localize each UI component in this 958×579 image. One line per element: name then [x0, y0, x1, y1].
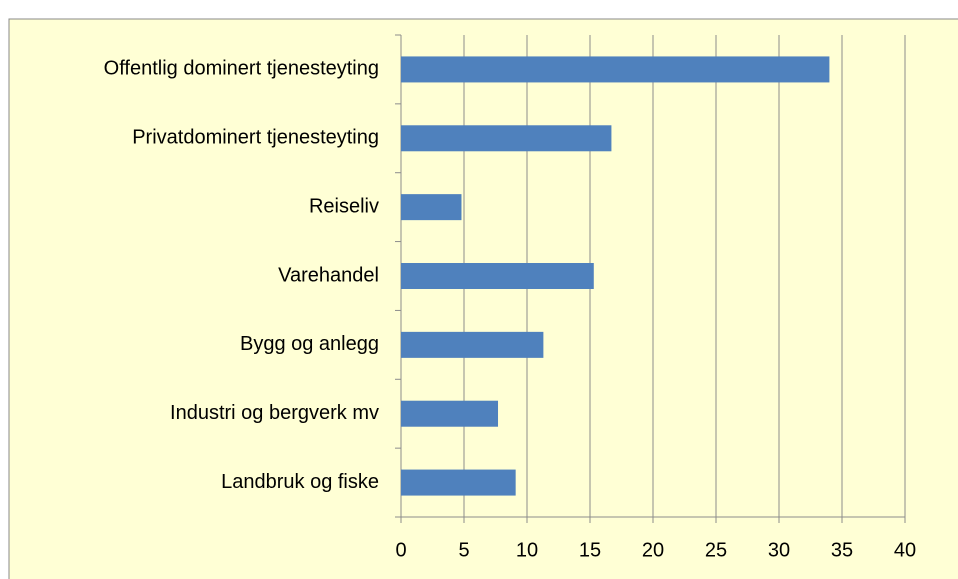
bar [401, 469, 516, 496]
y-tick-label: Industri og bergverk mv [170, 402, 379, 424]
bar [401, 125, 612, 152]
bar [401, 331, 544, 358]
x-tick-label: 30 [768, 539, 790, 561]
x-tick-label: 15 [579, 539, 601, 561]
y-tick-label: Landbruk og fiske [221, 471, 379, 493]
bar [401, 263, 594, 289]
x-tick-label: 5 [458, 539, 469, 561]
y-tick-label: Privatdominert tjenesteyting [132, 127, 379, 149]
y-tick-label: Reiseliv [309, 195, 379, 217]
y-tick-label: Offentlig dominert tjenesteyting [104, 58, 379, 80]
x-tick-label: 10 [516, 539, 538, 561]
bar [401, 194, 462, 221]
x-tick-label: 25 [705, 539, 727, 561]
y-tick-label: Varehandel [278, 264, 379, 286]
x-tick-label: 20 [642, 539, 664, 561]
x-tick-label: 35 [831, 539, 853, 561]
y-tick-label: Bygg og anlegg [240, 333, 379, 355]
x-tick-label: 40 [894, 539, 916, 561]
bar [401, 56, 830, 83]
x-tick-label: 0 [395, 539, 406, 561]
bar [401, 400, 499, 427]
